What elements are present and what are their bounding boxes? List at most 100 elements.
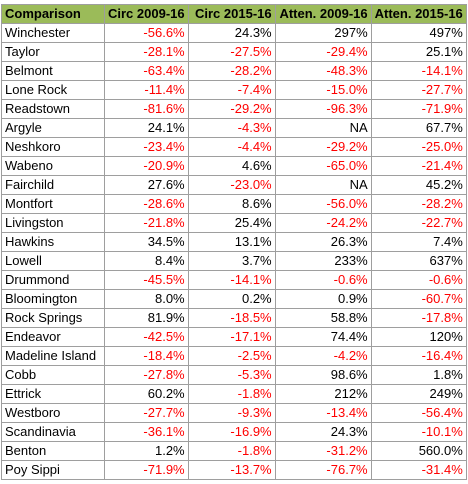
value-cell[interactable]: -71.9% — [370, 99, 467, 119]
value-cell[interactable]: -18.5% — [187, 308, 276, 328]
column-header[interactable]: Comparison — [1, 4, 105, 24]
value-cell[interactable]: -48.3% — [274, 61, 372, 81]
value-cell[interactable]: -28.2% — [187, 61, 276, 81]
library-name-cell[interactable]: Poy Sippi — [1, 460, 105, 480]
value-cell[interactable]: -63.4% — [104, 61, 189, 81]
value-cell[interactable]: -9.3% — [187, 403, 276, 423]
value-cell[interactable]: -4.2% — [274, 346, 372, 366]
value-cell[interactable]: 81.9% — [104, 308, 189, 328]
value-cell[interactable]: 297% — [274, 23, 372, 43]
value-cell[interactable]: -0.6% — [274, 270, 372, 290]
value-cell[interactable]: -96.3% — [274, 99, 372, 119]
value-cell[interactable]: -7.4% — [187, 80, 276, 100]
value-cell[interactable]: -25.0% — [370, 137, 467, 157]
library-name-cell[interactable]: Cobb — [1, 365, 105, 385]
library-name-cell[interactable]: Winchester — [1, 23, 105, 43]
library-name-cell[interactable]: Rock Springs — [1, 308, 105, 328]
library-name-cell[interactable]: Belmont — [1, 61, 105, 81]
value-cell[interactable]: -36.1% — [104, 422, 189, 442]
value-cell[interactable]: -60.7% — [370, 289, 467, 309]
value-cell[interactable]: -28.1% — [104, 42, 189, 62]
value-cell[interactable]: 560.0% — [370, 441, 467, 461]
library-name-cell[interactable]: Montfort — [1, 194, 105, 214]
value-cell[interactable]: 3.7% — [187, 251, 276, 271]
value-cell[interactable]: -14.1% — [187, 270, 276, 290]
value-cell[interactable]: 0.2% — [187, 289, 276, 309]
value-cell[interactable]: -20.9% — [104, 156, 189, 176]
value-cell[interactable]: -16.9% — [187, 422, 276, 442]
value-cell[interactable]: 212% — [274, 384, 372, 404]
value-cell[interactable]: -27.7% — [370, 80, 467, 100]
value-cell[interactable]: 0.9% — [274, 289, 372, 309]
value-cell[interactable]: -31.2% — [274, 441, 372, 461]
library-name-cell[interactable]: Bloomington — [1, 289, 105, 309]
value-cell[interactable]: -4.3% — [187, 118, 276, 138]
value-cell[interactable]: 8.4% — [104, 251, 189, 271]
library-name-cell[interactable]: Westboro — [1, 403, 105, 423]
value-cell[interactable]: 58.8% — [274, 308, 372, 328]
value-cell[interactable]: -24.2% — [274, 213, 372, 233]
value-cell[interactable]: 74.4% — [274, 327, 372, 347]
value-cell[interactable]: -21.8% — [104, 213, 189, 233]
library-name-cell[interactable]: Madeline Island — [1, 346, 105, 366]
value-cell[interactable]: -56.6% — [104, 23, 189, 43]
value-cell[interactable]: 24.3% — [187, 23, 276, 43]
value-cell[interactable]: -29.2% — [187, 99, 276, 119]
column-header[interactable]: Circ 2015-16 — [187, 4, 276, 24]
value-cell[interactable]: -29.2% — [274, 137, 372, 157]
value-cell[interactable]: 1.2% — [104, 441, 189, 461]
value-cell[interactable]: 8.0% — [104, 289, 189, 309]
value-cell[interactable]: -21.4% — [370, 156, 467, 176]
value-cell[interactable]: 637% — [370, 251, 467, 271]
library-name-cell[interactable]: Drummond — [1, 270, 105, 290]
value-cell[interactable]: -23.0% — [187, 175, 276, 195]
library-name-cell[interactable]: Neshkoro — [1, 137, 105, 157]
column-header[interactable]: Atten. 2009-16 — [274, 4, 372, 24]
value-cell[interactable]: NA — [274, 118, 372, 138]
value-cell[interactable]: 7.4% — [370, 232, 467, 252]
value-cell[interactable]: -1.8% — [187, 384, 276, 404]
value-cell[interactable]: 67.7% — [370, 118, 467, 138]
value-cell[interactable]: -81.6% — [104, 99, 189, 119]
value-cell[interactable]: 25.4% — [187, 213, 276, 233]
value-cell[interactable]: -42.5% — [104, 327, 189, 347]
value-cell[interactable]: 1.8% — [370, 365, 467, 385]
value-cell[interactable]: -28.6% — [104, 194, 189, 214]
column-header[interactable]: Circ 2009-16 — [104, 4, 189, 24]
value-cell[interactable]: -13.4% — [274, 403, 372, 423]
value-cell[interactable]: -31.4% — [370, 460, 467, 480]
value-cell[interactable]: -18.4% — [104, 346, 189, 366]
value-cell[interactable]: 34.5% — [104, 232, 189, 252]
library-name-cell[interactable]: Benton — [1, 441, 105, 461]
value-cell[interactable]: -28.2% — [370, 194, 467, 214]
value-cell[interactable]: -10.1% — [370, 422, 467, 442]
value-cell[interactable]: 120% — [370, 327, 467, 347]
value-cell[interactable]: -56.4% — [370, 403, 467, 423]
column-header[interactable]: Atten. 2015-16 — [370, 4, 467, 24]
library-name-cell[interactable]: Endeavor — [1, 327, 105, 347]
library-name-cell[interactable]: Ettrick — [1, 384, 105, 404]
value-cell[interactable]: -14.1% — [370, 61, 467, 81]
value-cell[interactable]: -27.7% — [104, 403, 189, 423]
value-cell[interactable]: 98.6% — [274, 365, 372, 385]
value-cell[interactable]: -45.5% — [104, 270, 189, 290]
library-name-cell[interactable]: Fairchild — [1, 175, 105, 195]
value-cell[interactable]: -65.0% — [274, 156, 372, 176]
value-cell[interactable]: -15.0% — [274, 80, 372, 100]
value-cell[interactable]: 45.2% — [370, 175, 467, 195]
value-cell[interactable]: -16.4% — [370, 346, 467, 366]
value-cell[interactable]: -22.7% — [370, 213, 467, 233]
library-name-cell[interactable]: Scandinavia — [1, 422, 105, 442]
library-name-cell[interactable]: Taylor — [1, 42, 105, 62]
value-cell[interactable]: -2.5% — [187, 346, 276, 366]
value-cell[interactable]: 24.1% — [104, 118, 189, 138]
library-name-cell[interactable]: Livingston — [1, 213, 105, 233]
library-name-cell[interactable]: Readstown — [1, 99, 105, 119]
value-cell[interactable]: -56.0% — [274, 194, 372, 214]
value-cell[interactable]: 25.1% — [370, 42, 467, 62]
library-name-cell[interactable]: Lone Rock — [1, 80, 105, 100]
value-cell[interactable]: -29.4% — [274, 42, 372, 62]
value-cell[interactable]: 249% — [370, 384, 467, 404]
value-cell[interactable]: -17.1% — [187, 327, 276, 347]
value-cell[interactable]: -27.5% — [187, 42, 276, 62]
